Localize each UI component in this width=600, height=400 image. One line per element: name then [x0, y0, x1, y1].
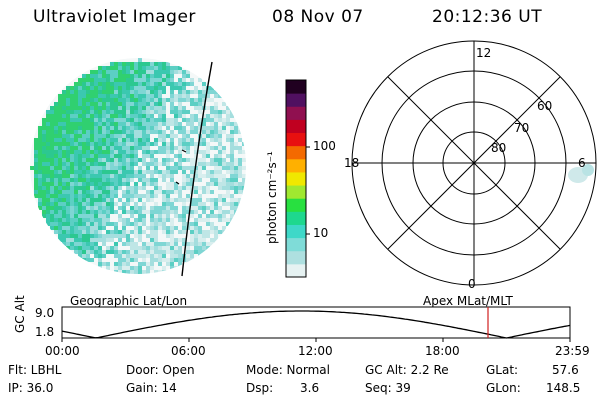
color-bar-segment: [286, 145, 306, 160]
color-tick-10: 10: [313, 226, 329, 240]
color-tick-100: 100: [313, 139, 336, 153]
timeline-y-axis-label: GC Alt: [13, 295, 27, 333]
color-bar-segment: [286, 185, 306, 199]
color-bar-segment: [286, 119, 306, 134]
x-label-0000: 00:00: [45, 344, 80, 358]
geographic-disc: [30, 58, 246, 274]
mlt-label-12: 12: [476, 46, 492, 60]
color-bar-segment: [286, 211, 306, 225]
geo-panel-title: Geographic Lat/Lon: [70, 294, 188, 308]
color-bar-frame: [285, 79, 307, 278]
polar-diagonal-2: [387, 76, 561, 250]
mlt-label-0: 0: [468, 277, 476, 291]
app-title: Ultraviolet Imager: [33, 7, 196, 27]
mlat-label-80: 80: [491, 141, 507, 155]
y-tick-9: 9.0: [35, 306, 55, 320]
status-glon-label: GLon:: [486, 381, 521, 395]
uv-pixel-field: [30, 58, 246, 274]
color-bar-segment: [286, 237, 306, 252]
coast-marks: [175, 149, 187, 185]
mlt-label-6: 6: [578, 156, 586, 170]
x-label-0600: 06:00: [171, 344, 206, 358]
status-gc-alt: GC Alt: 2.2 Re: [365, 363, 449, 377]
color-scale: [286, 80, 306, 278]
color-bar-segment: [286, 250, 306, 265]
x-label-1800: 18:00: [425, 344, 460, 358]
color-bar-segment: [286, 93, 306, 107]
color-bar-segment: [286, 132, 306, 147]
status-dsp-label: Dsp:: [246, 381, 274, 395]
color-bar-segment: [286, 106, 306, 120]
status-glat-value: 57.6: [552, 363, 579, 377]
color-bar-segment: [286, 198, 306, 212]
terminator-line: [181, 61, 213, 277]
status-filter: Flt: LBHL: [8, 363, 62, 377]
status-dsp-value: 3.6: [300, 381, 320, 395]
mlat-label-70: 70: [514, 121, 530, 135]
color-bar-segment: [286, 158, 306, 173]
status-seq: Seq: 39: [365, 381, 411, 395]
x-label-2359: 23:59: [555, 344, 590, 358]
status-mode: Mode: Normal: [246, 363, 330, 377]
x-label-1200: 12:00: [298, 344, 333, 358]
y-tick-1-8: 1.8: [35, 325, 55, 339]
mlat-label-60: 60: [537, 99, 553, 113]
color-bar-segment: [286, 224, 306, 239]
status-ip: IP: 36.0: [8, 381, 54, 395]
polar-aurora-patch-2: [582, 164, 594, 176]
status-gain: Gain: 14: [126, 381, 177, 395]
status-glon-value: 148.5: [546, 381, 581, 395]
mlt-label-18: 18: [344, 156, 360, 170]
color-bar-segment: [286, 171, 306, 186]
time-label: 20:12:36 UT: [432, 7, 543, 27]
color-bar-segment: [286, 80, 306, 94]
altitude-curve: [61, 310, 571, 339]
apex-panel-title: Apex MLat/MLT: [423, 294, 513, 308]
status-door: Door: Open: [126, 363, 195, 377]
date-label: 08 Nov 07: [272, 7, 364, 27]
status-glat-label: GLat:: [486, 363, 519, 377]
color-bar-segment: [286, 263, 306, 278]
